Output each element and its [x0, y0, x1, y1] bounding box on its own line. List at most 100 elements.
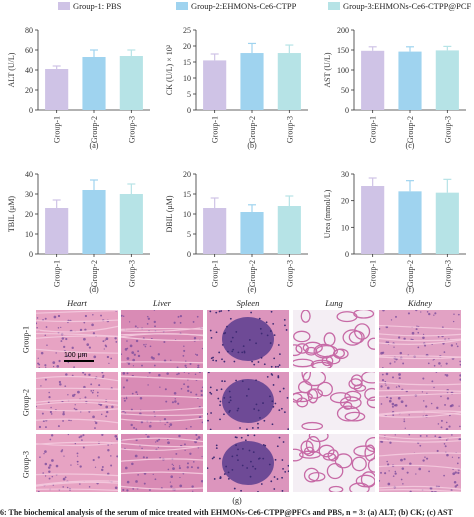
- nucleus: [52, 361, 56, 364]
- nucleus: [101, 372, 104, 374]
- nucleus: [170, 475, 173, 478]
- nucleus: [64, 476, 67, 479]
- nucleus: [451, 404, 454, 407]
- tissue-texture: [379, 434, 461, 492]
- nucleus: [185, 360, 187, 362]
- row-label-group-2: Group-2: [21, 388, 31, 417]
- nucleus: [182, 354, 185, 357]
- nucleus: [44, 317, 47, 320]
- nucleus: [63, 345, 66, 349]
- alveolar-wall: [344, 411, 366, 422]
- nucleus: [91, 323, 94, 327]
- x-tick-label: Group-3: [127, 116, 136, 143]
- nucleus: [157, 446, 160, 448]
- nucleus: [44, 378, 47, 381]
- nucleus: [139, 397, 143, 400]
- nucleus: [451, 434, 453, 436]
- nucleus: [445, 362, 448, 365]
- nucleus: [268, 463, 271, 466]
- nucleus: [229, 396, 232, 399]
- nucleus: [436, 449, 439, 452]
- fiber: [36, 399, 118, 403]
- fiber: [379, 324, 461, 330]
- nucleus: [58, 380, 62, 384]
- fiber: [121, 413, 203, 417]
- nucleus: [40, 351, 44, 355]
- nucleus: [100, 314, 103, 317]
- nucleus: [58, 359, 61, 363]
- nucleus: [79, 398, 81, 400]
- nucleus: [221, 358, 223, 361]
- nucleus: [258, 457, 261, 460]
- nucleus: [386, 386, 390, 390]
- nucleus: [235, 331, 238, 333]
- nucleus: [78, 436, 81, 439]
- nucleus: [277, 375, 280, 377]
- nucleus: [126, 347, 129, 350]
- nucleus: [230, 340, 233, 343]
- fiber: [121, 333, 203, 338]
- scale-bar: 100 μm: [64, 352, 94, 362]
- ast-bar-chart: 0 50 100 150 200 AST (U/L) Group-1 Group-2 Group…: [323, 26, 466, 150]
- nucleus: [389, 441, 392, 444]
- tissue-texture: [36, 434, 118, 492]
- nucleus: [79, 483, 81, 485]
- nucleus: [278, 436, 281, 439]
- nucleus: [47, 466, 51, 469]
- nucleus: [444, 445, 447, 448]
- nucleus: [242, 345, 245, 348]
- y-tick-label: 15: [183, 58, 191, 67]
- nucleus: [211, 457, 214, 460]
- nucleus: [457, 456, 460, 459]
- nucleus: [100, 413, 103, 416]
- nucleus: [381, 373, 384, 376]
- histology-image-liver-group-1: [121, 310, 203, 368]
- y-tick-label: 20: [25, 210, 33, 219]
- tissue-texture: [379, 372, 461, 430]
- nucleus: [46, 344, 48, 346]
- nucleus: [93, 355, 97, 359]
- nucleus: [380, 403, 383, 405]
- dbil-bar-chart: 0 5 10 15 20 DBIL (μM) Group-1 Group-2 Group-3 (e…: [165, 170, 308, 294]
- nucleus: [92, 415, 95, 419]
- histology-image-heart-group-3: [36, 434, 118, 492]
- x-tick-label: Group-1: [369, 260, 378, 287]
- alveolar-wall: [307, 388, 319, 404]
- histology-image-lung-group-3: [293, 434, 375, 492]
- fiber: [36, 325, 118, 333]
- nucleus: [110, 455, 112, 457]
- fiber: [36, 480, 118, 486]
- nucleus: [262, 457, 265, 460]
- fiber: [36, 348, 118, 354]
- nucleus: [200, 394, 203, 397]
- fiber: [121, 485, 203, 490]
- nucleus: [50, 413, 53, 415]
- nucleus: [209, 310, 212, 313]
- nucleus: [37, 490, 40, 492]
- nucleus: [66, 486, 69, 489]
- nucleus: [76, 452, 79, 455]
- fiber: [379, 381, 461, 386]
- nucleus: [382, 367, 384, 368]
- nucleus: [269, 342, 272, 344]
- nucleus: [273, 357, 276, 360]
- y-tick-label: 100: [337, 66, 349, 75]
- y-axis-label: AST (U/L): [323, 52, 332, 88]
- nucleus: [283, 411, 286, 414]
- nucleus: [145, 434, 147, 435]
- nucleus: [421, 391, 424, 393]
- nucleus: [84, 314, 88, 318]
- histology-image-heart-group-1: [36, 310, 118, 368]
- nucleus: [241, 351, 244, 354]
- nucleus: [446, 397, 450, 400]
- nucleus: [195, 434, 198, 437]
- nucleus: [210, 392, 213, 395]
- bar: [277, 206, 301, 254]
- nucleus: [219, 476, 222, 478]
- nucleus: [131, 392, 134, 395]
- nucleus: [429, 486, 433, 490]
- nucleus: [103, 348, 105, 350]
- nucleus: [37, 362, 40, 365]
- panel-label: (a): [90, 141, 99, 150]
- x-tick-label: Group-1: [53, 116, 62, 143]
